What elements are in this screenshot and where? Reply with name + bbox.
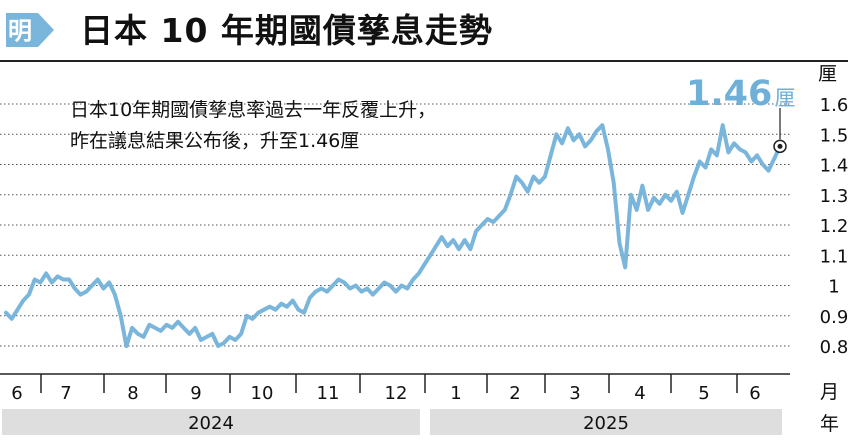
x-axis-month-ticks: 6 7 8 9 10 11 12 1 2 3 4 5 6: [11, 374, 761, 404]
y-tick-label: 1.2: [820, 216, 848, 237]
header: 明 日本 10 年期國債孳息走勢: [0, 0, 848, 62]
y-tick-label: 1.4: [820, 156, 848, 177]
month-label: 8: [127, 383, 138, 404]
month-label: 6: [11, 383, 22, 404]
y-tick-label: 0.9: [820, 307, 848, 328]
month-label: 10: [251, 383, 274, 404]
month-label: 4: [634, 383, 645, 404]
annotation-text: 日本10年期國債孳息率過去一年反覆上升，昨在議息結果公布後，升至1.46厘: [70, 99, 437, 152]
series-layer: [4, 123, 782, 348]
latest-value: 1.46: [686, 74, 773, 114]
series-line: [4, 123, 782, 348]
y-axis-ticks: 0.8 0.9 1 1.1 1.2 1.3 1.4 1.5 1.6: [820, 95, 848, 358]
month-label: 5: [698, 383, 709, 404]
y-tick-label: 1.1: [820, 246, 848, 267]
logo-char: 明: [8, 17, 32, 45]
year-band: [430, 409, 782, 435]
latest-point-dot: [777, 143, 783, 149]
y-tick-label: 1.3: [820, 186, 848, 207]
y-tick-label: 0.8: [820, 337, 848, 358]
year-band: [2, 409, 420, 435]
month-label: 12: [385, 383, 408, 404]
y-tick-label: 1.6: [820, 95, 848, 116]
latest-value-unit: 厘: [774, 86, 796, 110]
y-tick-label: 1.5: [820, 125, 848, 146]
y-axis-unit: 厘: [818, 63, 837, 85]
year-bands: 2024 2025: [2, 409, 782, 435]
latest-value-callout: 1.46厘: [686, 76, 795, 118]
x-axis-year-unit: 年: [820, 413, 839, 435]
month-label: 9: [190, 383, 201, 404]
year-label: 2025: [583, 413, 629, 434]
month-label: 1: [450, 383, 461, 404]
header-rule: [0, 60, 848, 62]
month-label: 7: [60, 383, 71, 404]
callout-pointer: [773, 108, 787, 154]
x-axis-month-unit: 月: [820, 381, 839, 403]
year-label: 2024: [188, 413, 234, 434]
month-label: 2: [509, 383, 520, 404]
newspaper-logo-icon: 明: [6, 13, 54, 47]
month-label: 11: [317, 383, 340, 404]
month-label: 3: [569, 383, 580, 404]
y-tick-label: 1: [828, 277, 839, 298]
month-label: 6: [749, 383, 760, 404]
page-title: 日本 10 年期國債孳息走勢: [80, 11, 493, 50]
